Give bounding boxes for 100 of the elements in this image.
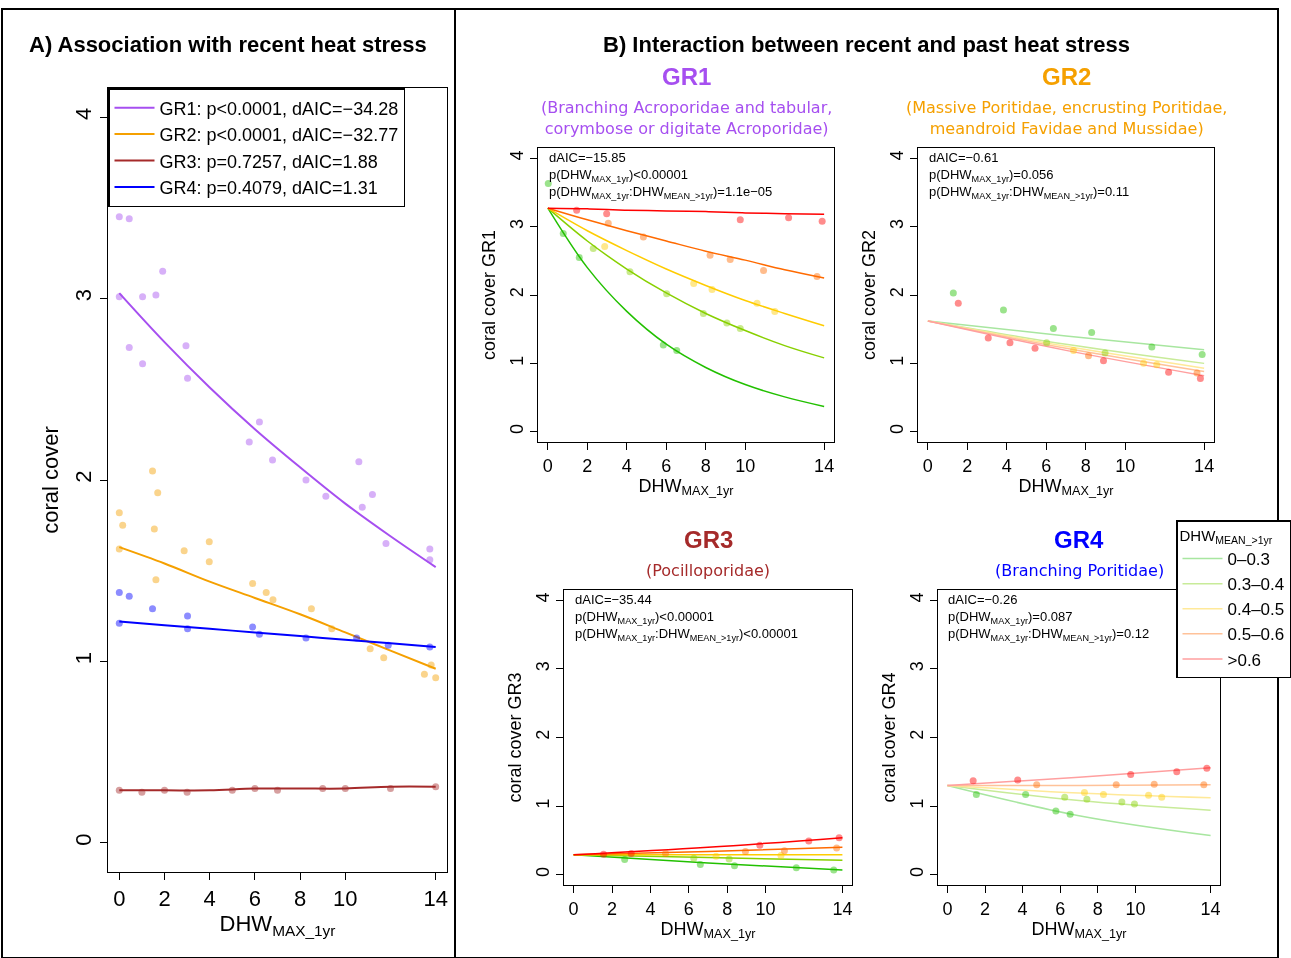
text: B) Interaction between recent and past heat stress: [603, 32, 1130, 57]
point: [358, 503, 366, 511]
point: [1043, 339, 1051, 347]
point: [328, 625, 336, 633]
point: [731, 862, 738, 870]
point: [708, 286, 716, 294]
point: [319, 785, 327, 793]
point: [355, 458, 363, 466]
point: [1080, 788, 1088, 796]
x-tick-label: 6: [1041, 455, 1052, 476]
legend-label: GR4: p=0.4079, dAIC=1.31: [159, 177, 378, 198]
point: [818, 217, 826, 225]
point: [984, 334, 992, 342]
x-tick-label: 2: [582, 455, 593, 476]
point: [432, 674, 440, 682]
text: dAIC=−0.26 p(DHW$_{MAX_1yr}$)=0.087 p(DHW$_{MAX_1yr}$:DHW$_{MEAN_>1yr}$)=0.12: [948, 592, 1150, 643]
point: [659, 341, 667, 349]
point: [673, 346, 681, 354]
chart-subtitle: (Branching Acroporidae and tabular, corymbose or digitate Acroporidae): [541, 98, 833, 138]
point: [182, 342, 190, 350]
chart-subtitle: (Branching Poritidae): [995, 561, 1165, 580]
point: [1049, 325, 1057, 332]
x-tick-label: 4: [1017, 898, 1028, 919]
point: [780, 847, 788, 855]
point: [972, 790, 980, 798]
point: [245, 438, 253, 446]
y-tick-label: 4: [532, 592, 553, 603]
point: [753, 299, 761, 307]
point: [760, 266, 768, 274]
point: [662, 849, 670, 857]
point: [139, 360, 147, 368]
point: [1198, 350, 1206, 358]
point: [183, 788, 191, 796]
point: [432, 783, 440, 791]
point: [600, 850, 608, 858]
y-tick-label: 0: [71, 833, 97, 846]
text: dAIC=−0.61 p(DHW$_{MAX_1yr}$)=0.056 p(DHW$_{MAX_1yr}$:DHW$_{MEAN_>1yr}$)=0.11: [929, 150, 1130, 201]
x-tick-label: 14: [1200, 898, 1221, 919]
point: [341, 785, 349, 793]
point: [1150, 780, 1158, 788]
legend-label: >0.6: [1227, 650, 1262, 670]
point: [115, 213, 123, 221]
point: [805, 837, 813, 845]
point: [1173, 768, 1181, 776]
x-tick-label: 14: [832, 898, 853, 919]
chart-title: GR4: [1054, 526, 1104, 553]
point: [1085, 352, 1092, 360]
point: [699, 309, 707, 317]
chart-subtitle: (Massive Poritidae, encrusting Poritidae, meandroid Favidae and Mussidae): [906, 98, 1228, 138]
text: dAIC=−15.85 p(DHW$_{MAX_1yr}$)<0.00001 p(DHW$_{MAX_1yr}$:DHW$_{MEAN_>1yr}$)=1.1e−05: [549, 150, 773, 201]
x-tick-label: 6: [1055, 898, 1066, 919]
point: [322, 492, 330, 500]
y-tick-label: 1: [886, 355, 907, 366]
point: [159, 267, 167, 275]
point: [1083, 795, 1091, 803]
point: [139, 293, 147, 301]
point: [115, 589, 123, 597]
x-tick-label: 2: [979, 898, 991, 919]
point: [626, 268, 634, 276]
point: [269, 596, 277, 604]
y-tick-label: 1: [532, 798, 553, 809]
point: [426, 545, 434, 553]
point: [184, 374, 192, 382]
point: [1022, 790, 1030, 798]
x-tick-label: 2: [962, 455, 973, 476]
point: [589, 245, 597, 253]
y-tick-label: 1: [71, 652, 97, 665]
y-tick-label: 2: [886, 287, 907, 298]
x-tick-label: 8: [1092, 898, 1103, 919]
y-tick-label: 1: [506, 355, 527, 366]
point: [1099, 790, 1107, 798]
legend-title: DHW$_{MEAN_>1yr}$: [1179, 527, 1273, 547]
point: [353, 634, 361, 642]
point: [115, 619, 123, 627]
point: [302, 476, 310, 484]
point: [621, 856, 629, 864]
point: [1153, 361, 1161, 369]
point: [706, 251, 714, 259]
point: [559, 229, 567, 237]
text: dAIC=−35.44 p(DHW$_{MAX_1yr}$)<0.00001 p(DHW$_{MAX_1yr}$:DHW$_{MEAN_>1yr}$)<0.00001: [575, 592, 798, 643]
point: [1099, 357, 1107, 365]
chart-title: GR2: [1042, 63, 1092, 90]
point: [180, 547, 188, 555]
line-series: [547, 207, 825, 359]
point: [228, 786, 236, 794]
point: [427, 661, 435, 669]
point: [690, 854, 698, 862]
point: [115, 786, 123, 794]
x-tick-label: 4: [621, 455, 632, 476]
point: [255, 630, 263, 638]
point: [1052, 807, 1060, 815]
point: [274, 786, 281, 794]
point: [205, 558, 213, 566]
point: [205, 538, 213, 546]
point: [712, 852, 720, 860]
point: [115, 545, 123, 553]
x-axis-title: DHW$_{MAX_1yr}$: [1031, 918, 1127, 942]
x-tick-label: 14: [1194, 455, 1215, 476]
point: [777, 852, 785, 859]
chart-title: GR3: [684, 526, 734, 553]
